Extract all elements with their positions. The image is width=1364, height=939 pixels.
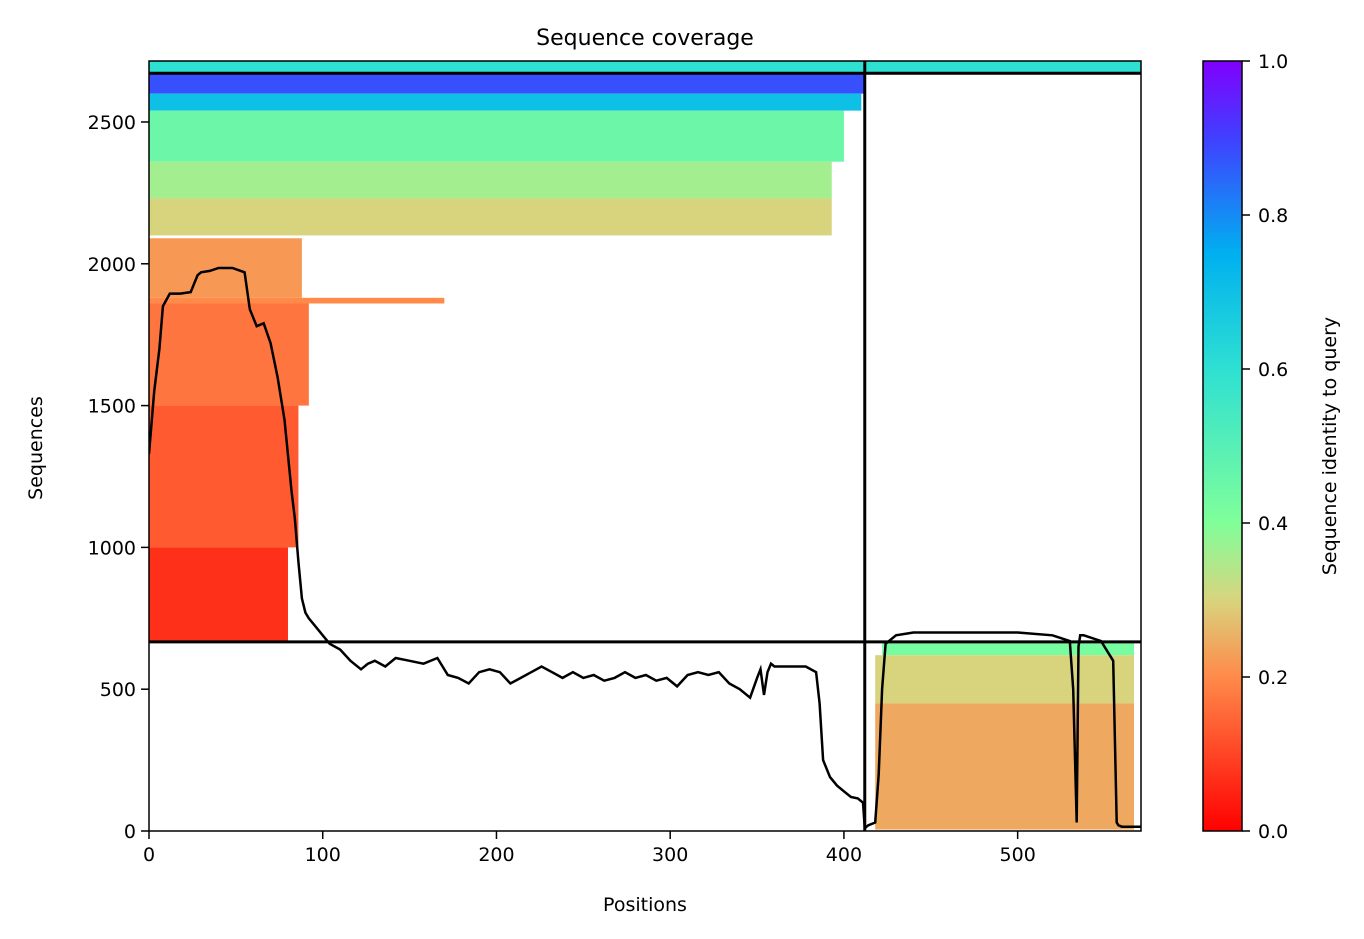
y-tick-label: 1000 [88,537,136,559]
colorbar-tick-label: 0.0 [1258,821,1288,843]
colorbar-tick-label: 0.4 [1258,513,1288,535]
x-tick-label: 200 [478,844,514,866]
x-tick-label: 300 [652,844,688,866]
x-axis: 0 100 200 300 400 500 [143,831,1036,866]
coverage-block [149,198,832,236]
x-tick-label: 500 [1000,844,1036,866]
coverage-block [149,547,288,642]
colorbar-tick-label: 0.6 [1258,359,1288,381]
coverage-block [149,93,862,111]
x-axis-label: Positions [603,894,687,916]
y-axis-label: Sequences [25,396,47,500]
boundary-lines [149,61,1141,831]
coverage-block [149,110,844,162]
chart-title: Sequence coverage [536,26,754,51]
coverage-block [882,641,1135,656]
y-tick-label: 2500 [88,112,136,134]
y-tick-label: 2000 [88,254,136,276]
coverage-block [149,73,865,94]
colorbar-tick-label: 0.2 [1258,667,1288,689]
x-tick-label: 100 [305,844,341,866]
colorbar-tick-label: 0.8 [1258,205,1288,227]
coverage-block [149,405,299,548]
coverage-block [149,161,832,199]
x-tick-label: 400 [826,844,862,866]
x-tick-label: 0 [143,844,155,866]
plot-frame [148,60,1142,832]
coverage-block [875,655,1135,704]
plot-area [149,61,1141,831]
y-tick-label: 1500 [88,396,136,418]
coverage-block [149,303,309,406]
coverage-block [864,61,1141,74]
colorbar-label: Sequence identity to query [1319,317,1341,575]
coverage-block [875,703,1135,830]
colorbar [1202,60,1243,832]
coverage-block [149,297,445,304]
colorbar-axis: 0.0 0.2 0.4 0.6 0.8 1.0 [1242,51,1288,843]
y-tick-label: 500 [100,679,136,701]
y-tick-label: 0 [124,821,136,843]
y-axis: 0 500 1000 1500 2000 2500 [88,112,149,843]
colorbar-tick-label: 1.0 [1258,51,1288,73]
coverage-blocks [149,61,1141,830]
coverage-block [149,61,865,74]
coverage-line [149,266,1141,831]
